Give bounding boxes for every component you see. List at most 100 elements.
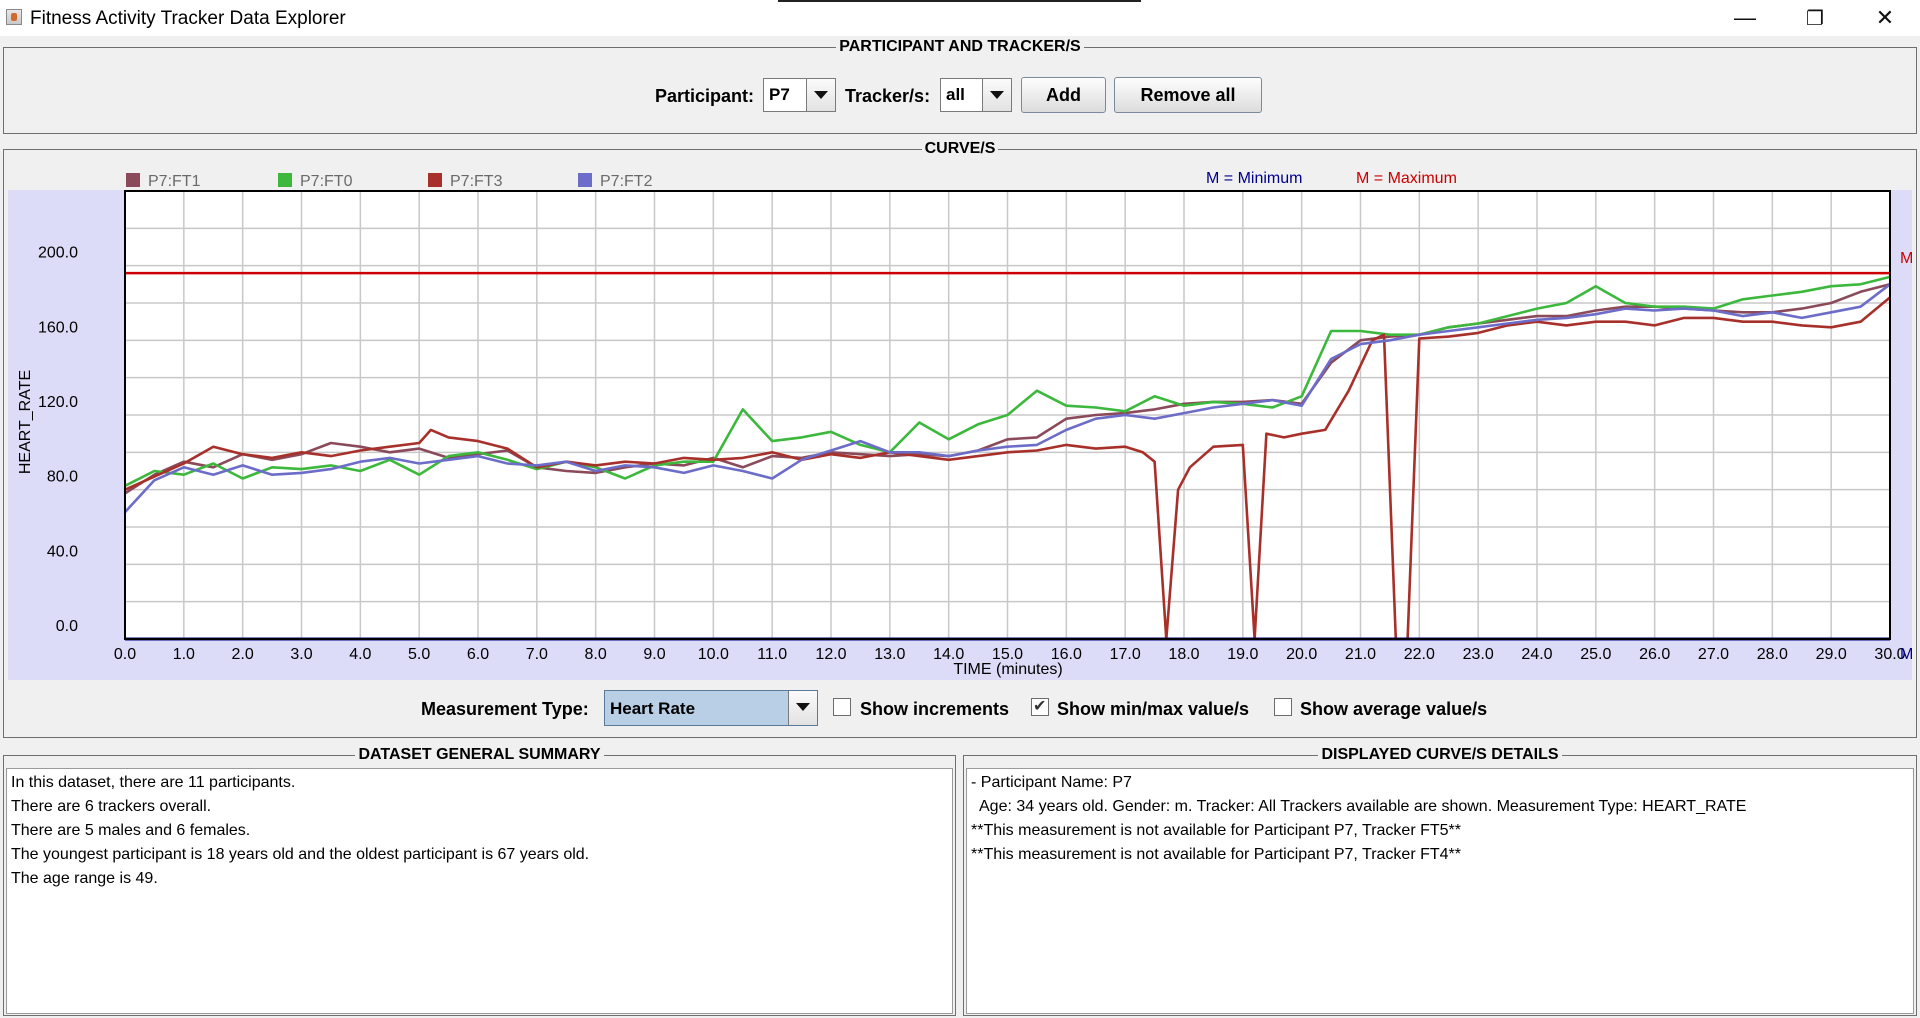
title-bar-accent	[778, 0, 1141, 2]
x-tick-label: 20.0	[1286, 646, 1317, 663]
measurement-type-select[interactable]: Heart Rate	[604, 690, 818, 726]
x-tick-label: 1.0	[173, 646, 195, 663]
participant-value: P7	[769, 85, 790, 104]
x-tick-label: 9.0	[643, 646, 665, 663]
text-line: There are 6 trackers overall.	[11, 798, 212, 815]
show-average-label: Show average value/s	[1300, 699, 1488, 719]
x-tick-label: 24.0	[1521, 646, 1552, 663]
x-tick-label: 21.0	[1345, 646, 1376, 663]
restore-button[interactable]: ❐	[1806, 7, 1824, 30]
x-tick-label: 14.0	[933, 646, 964, 663]
x-tick-label: 10.0	[698, 646, 729, 663]
max-legend: M = Maximum	[1356, 170, 1457, 187]
tracker-select[interactable]: all	[940, 78, 1012, 112]
text-line: **This measurement is not available for …	[971, 822, 1461, 839]
details-text-area[interactable]: - Participant Name: P7 Age: 34 years old…	[966, 768, 1914, 1014]
details-panel-title: DISPLAYED CURVE/S DETAILS	[1318, 746, 1562, 763]
x-tick-label: 25.0	[1580, 646, 1611, 663]
max-marker-label: M	[1900, 250, 1912, 267]
legend-swatch	[278, 173, 292, 187]
tracker-value: all	[946, 85, 965, 104]
x-axis-label: TIME (minutes)	[953, 661, 1062, 678]
chevron-down-icon[interactable]	[982, 79, 1011, 111]
x-tick-label: 22.0	[1404, 646, 1435, 663]
x-tick-label: 8.0	[585, 646, 607, 663]
x-tick-label: 6.0	[467, 646, 489, 663]
x-tick-label: 17.0	[1110, 646, 1141, 663]
y-axis-label: HEART_RATE	[17, 370, 34, 474]
show-average-checkbox[interactable]	[1274, 698, 1292, 716]
legend-swatch	[428, 173, 442, 187]
x-tick-label: 16.0	[1051, 646, 1082, 663]
min-marker-label: M	[1900, 646, 1912, 663]
x-tick-label: 4.0	[349, 646, 371, 663]
chevron-down-icon[interactable]	[788, 691, 817, 725]
window-title: Fitness Activity Tracker Data Explorer	[30, 8, 346, 29]
text-line: The youngest participant is 18 years old…	[11, 846, 590, 863]
x-tick-label: 29.0	[1816, 646, 1847, 663]
curves-panel-title: CURVE/S	[921, 140, 999, 157]
legend-label: P7:FT1	[148, 173, 201, 190]
x-tick-label: 7.0	[526, 646, 548, 663]
series-line-p7-ft2	[124, 283, 1891, 513]
text-line: There are 5 males and 6 females.	[11, 822, 251, 839]
chevron-down-icon[interactable]	[806, 79, 835, 111]
plot-border	[124, 190, 1891, 640]
x-tick-label: 12.0	[815, 646, 846, 663]
legend-item: P7:FT0	[278, 173, 353, 190]
y-tick-label: 40.0	[47, 543, 78, 560]
close-button[interactable]: ✕	[1875, 5, 1895, 30]
x-tick-label: 23.0	[1463, 646, 1494, 663]
y-tick-label: 80.0	[47, 469, 78, 486]
x-tick-label: 26.0	[1639, 646, 1670, 663]
add-button[interactable]: Add	[1021, 77, 1106, 113]
show-increments-checkbox[interactable]	[833, 698, 851, 716]
summary-text-area[interactable]: In this dataset, there are 11 participan…	[6, 768, 953, 1014]
participant-panel-title: PARTICIPANT AND TRACKER/S	[836, 38, 1084, 55]
legend-label: P7:FT2	[600, 173, 653, 190]
x-tick-label: 5.0	[408, 646, 430, 663]
series-line-p7-ft0	[124, 275, 1891, 488]
min-legend: M = Minimum	[1206, 170, 1302, 187]
show-minmax-label: Show min/max value/s	[1057, 699, 1250, 719]
y-tick-label: 200.0	[38, 245, 78, 262]
x-tick-label: 18.0	[1168, 646, 1199, 663]
y-tick-label: 0.0	[56, 618, 78, 635]
remove-all-button[interactable]: Remove all	[1114, 77, 1262, 113]
x-tick-label: 13.0	[874, 646, 905, 663]
x-tick-label: 28.0	[1757, 646, 1788, 663]
tracker-label: Tracker/s:	[845, 86, 931, 106]
text-line: **This measurement is not available for …	[971, 846, 1461, 863]
legend-item: P7:FT2	[578, 173, 653, 190]
legend-item: P7:FT1	[126, 173, 201, 190]
series-line-p7-ft3	[124, 296, 1891, 641]
java-app-icon	[6, 9, 22, 25]
legend-item: P7:FT3	[428, 173, 503, 190]
legend-swatch	[578, 173, 592, 187]
text-line: Age: 34 years old. Gender: m. Tracker: A…	[971, 798, 1747, 815]
text-line: - Participant Name: P7	[971, 774, 1132, 791]
window-title-bar: Fitness Activity Tracker Data Explorer —…	[0, 0, 1920, 36]
x-tick-label: 0.0	[114, 646, 136, 663]
heart-rate-chart: P7:FT1 P7:FT0 P7:FT3 P7:FT2 M = Minimum M =…	[8, 170, 1912, 680]
summary-panel-title: DATASET GENERAL SUMMARY	[355, 746, 604, 763]
y-tick-label: 160.0	[38, 319, 78, 336]
participant-tracker-panel: PARTICIPANT AND TRACKER/S	[3, 38, 1917, 134]
dataset-summary-panel: DATASET GENERAL SUMMARY	[3, 746, 956, 1016]
x-tick-label: 19.0	[1227, 646, 1258, 663]
curve-details-panel: DISPLAYED CURVE/S DETAILS	[963, 746, 1917, 1016]
minimize-button[interactable]: —	[1734, 5, 1756, 30]
x-tick-label: 27.0	[1698, 646, 1729, 663]
show-increments-label: Show increments	[860, 699, 1010, 719]
show-minmax-checkbox[interactable]	[1031, 696, 1049, 716]
text-line: In this dataset, there are 11 participan…	[11, 774, 296, 791]
y-tick-label: 120.0	[38, 394, 78, 411]
x-tick-label: 2.0	[232, 646, 254, 663]
legend-label: P7:FT0	[300, 173, 353, 190]
x-tick-label: 30.0	[1874, 646, 1905, 663]
participant-select[interactable]: P7	[763, 78, 836, 112]
legend-label: P7:FT3	[450, 173, 503, 190]
measurement-type-label: Measurement Type:	[421, 699, 589, 719]
x-tick-label: 15.0	[992, 646, 1023, 663]
legend-swatch	[126, 173, 140, 187]
